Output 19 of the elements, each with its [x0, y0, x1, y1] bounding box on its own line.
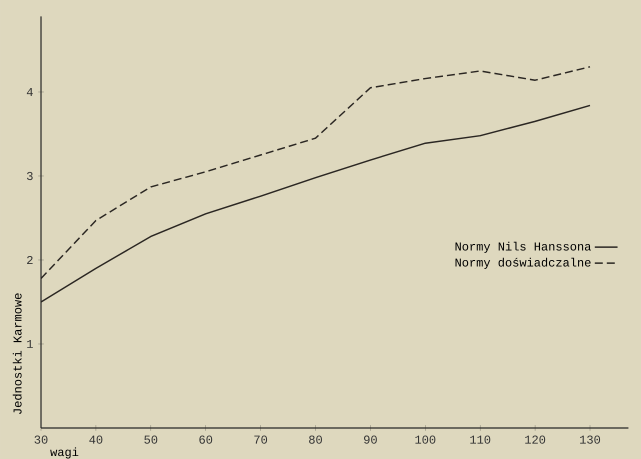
x-tick-label: 110 [470, 436, 490, 444]
x-tick-label: 60 [199, 436, 212, 444]
x-tick-label: 90 [364, 436, 377, 444]
legend-label: Normy doświadczalne [456, 258, 591, 269]
legend-label: Normy Nils Hanssona [456, 242, 591, 253]
y-axis-title: Jednostki Karmowe [12, 293, 22, 414]
x-tick-label: 40 [89, 436, 102, 444]
x-tick-label: 30 [34, 436, 48, 444]
x-tick-label: 100 [415, 436, 436, 444]
y-tick-label: 2 [27, 256, 33, 264]
y-tick-label: 1 [27, 340, 33, 348]
x-tick-label: 130 [580, 436, 600, 444]
x-tick-label: 120 [525, 436, 546, 444]
x-tick-label: 80 [309, 436, 322, 444]
y-tick-label: 4 [26, 88, 33, 96]
x-tick-label: 50 [144, 436, 158, 444]
y-tick-label: 3 [27, 172, 33, 180]
x-tick-label: 70 [254, 436, 268, 444]
x-axis-title: wagi [50, 447, 78, 459]
